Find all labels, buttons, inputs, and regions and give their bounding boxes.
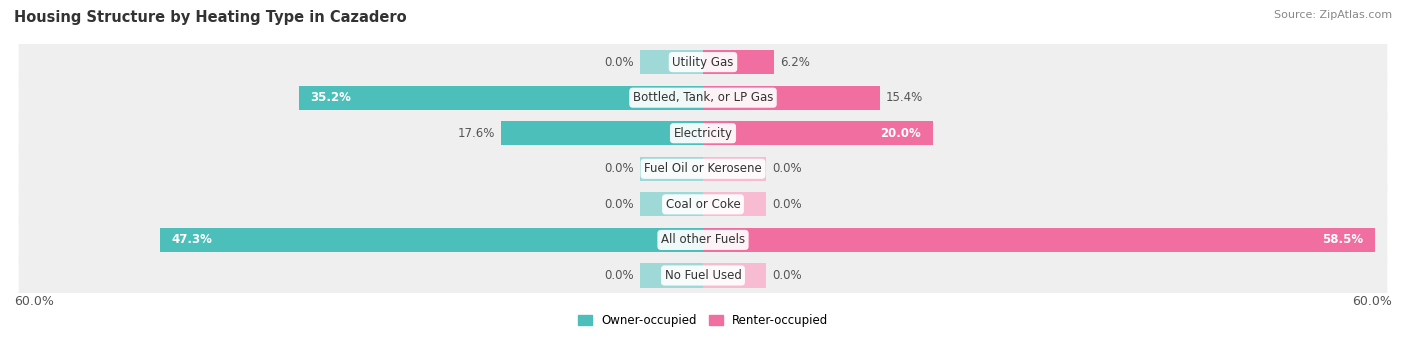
Legend: Owner-occupied, Renter-occupied: Owner-occupied, Renter-occupied bbox=[572, 309, 834, 331]
Text: Bottled, Tank, or LP Gas: Bottled, Tank, or LP Gas bbox=[633, 91, 773, 104]
Text: All other Fuels: All other Fuels bbox=[661, 234, 745, 247]
Text: 60.0%: 60.0% bbox=[1353, 295, 1392, 308]
Text: Electricity: Electricity bbox=[673, 127, 733, 140]
Bar bbox=[501, 121, 703, 145]
Text: Utility Gas: Utility Gas bbox=[672, 56, 734, 69]
FancyBboxPatch shape bbox=[18, 175, 1388, 234]
Text: 58.5%: 58.5% bbox=[1322, 234, 1364, 247]
Bar bbox=[703, 263, 766, 287]
Bar bbox=[160, 228, 703, 252]
Bar bbox=[703, 157, 766, 181]
Bar bbox=[703, 228, 1375, 252]
Bar bbox=[640, 263, 703, 287]
Bar bbox=[703, 50, 775, 74]
Text: 47.3%: 47.3% bbox=[172, 234, 212, 247]
Text: Coal or Coke: Coal or Coke bbox=[665, 198, 741, 211]
Text: 0.0%: 0.0% bbox=[772, 198, 801, 211]
Bar bbox=[703, 86, 880, 110]
Text: 0.0%: 0.0% bbox=[605, 56, 634, 69]
Text: 0.0%: 0.0% bbox=[605, 198, 634, 211]
Text: 0.0%: 0.0% bbox=[772, 162, 801, 175]
Text: 0.0%: 0.0% bbox=[605, 162, 634, 175]
Text: 0.0%: 0.0% bbox=[772, 269, 801, 282]
Text: 15.4%: 15.4% bbox=[886, 91, 922, 104]
FancyBboxPatch shape bbox=[18, 211, 1388, 269]
FancyBboxPatch shape bbox=[18, 69, 1388, 127]
FancyBboxPatch shape bbox=[18, 246, 1388, 305]
FancyBboxPatch shape bbox=[18, 33, 1388, 91]
Text: 60.0%: 60.0% bbox=[14, 295, 53, 308]
Text: Fuel Oil or Kerosene: Fuel Oil or Kerosene bbox=[644, 162, 762, 175]
Text: 20.0%: 20.0% bbox=[880, 127, 921, 140]
Text: 0.0%: 0.0% bbox=[605, 269, 634, 282]
Bar bbox=[640, 192, 703, 217]
Bar bbox=[299, 86, 703, 110]
Text: 17.6%: 17.6% bbox=[458, 127, 495, 140]
FancyBboxPatch shape bbox=[18, 139, 1388, 198]
Text: 6.2%: 6.2% bbox=[780, 56, 810, 69]
Bar bbox=[703, 192, 766, 217]
Bar bbox=[703, 121, 932, 145]
Bar bbox=[640, 50, 703, 74]
Bar bbox=[640, 157, 703, 181]
Text: Housing Structure by Heating Type in Cazadero: Housing Structure by Heating Type in Caz… bbox=[14, 10, 406, 25]
FancyBboxPatch shape bbox=[18, 104, 1388, 162]
Text: 35.2%: 35.2% bbox=[311, 91, 352, 104]
Text: Source: ZipAtlas.com: Source: ZipAtlas.com bbox=[1274, 10, 1392, 20]
Text: No Fuel Used: No Fuel Used bbox=[665, 269, 741, 282]
